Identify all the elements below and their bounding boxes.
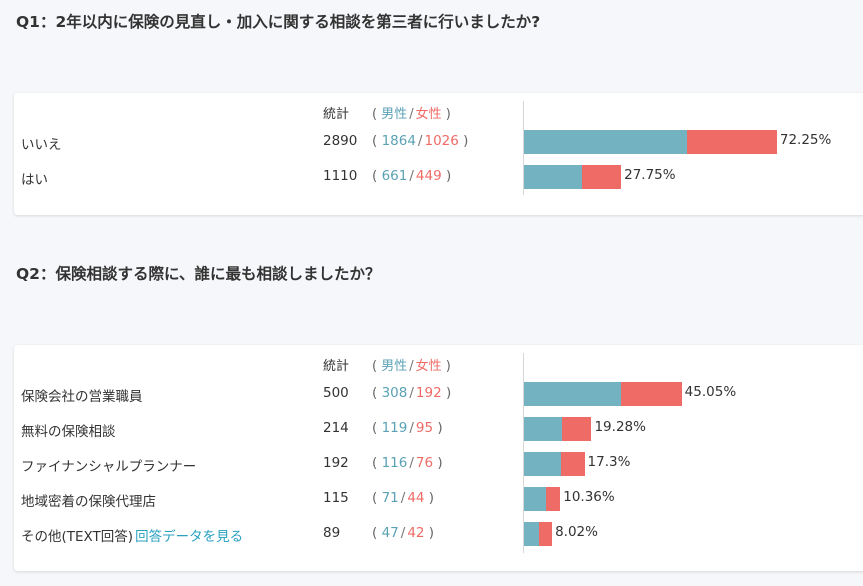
answer-text: はい	[21, 172, 48, 188]
female-bar-segment	[560, 452, 585, 476]
answer-label: はい	[21, 168, 48, 188]
percentage-bar	[524, 522, 553, 546]
answer-text: 無料の保険相談	[21, 424, 116, 440]
gender-breakdown: ( 119/95 )	[372, 420, 443, 436]
male-count: 1864	[381, 133, 416, 149]
percentage-label: 17.3%	[587, 454, 631, 470]
male-bar-segment	[524, 522, 539, 546]
male-count: 47	[381, 525, 399, 541]
percentage-label: 19.28%	[594, 419, 646, 435]
table-header: 統計 ( 男性 / 女性 )	[14, 100, 863, 124]
male-count: 71	[381, 490, 399, 506]
male-bar-segment	[524, 382, 622, 406]
female-bar-segment	[621, 382, 682, 406]
female-header: 女性	[415, 107, 442, 122]
total-count: 2890	[323, 133, 358, 149]
total-count: 500	[323, 385, 349, 401]
total-count: 115	[323, 490, 349, 506]
view-response-data-link[interactable]: 回答データを見る	[135, 529, 244, 545]
female-count: 42	[407, 525, 425, 541]
female-bar-segment	[687, 130, 777, 154]
male-header: 男性	[381, 359, 408, 374]
female-count: 76	[415, 455, 434, 471]
male-bar-segment	[524, 487, 547, 511]
female-bar-segment	[546, 487, 561, 511]
percentage-label: 10.36%	[563, 489, 615, 505]
gender-breakdown: ( 1864/1026 )	[372, 133, 469, 149]
answer-label: いいえ	[21, 133, 62, 153]
bar-divider	[523, 353, 524, 553]
gender-header: ( 男性 / 女性 )	[372, 359, 451, 374]
female-bar-segment	[581, 165, 622, 189]
answer-text: いいえ	[21, 137, 62, 153]
male-header: 男性	[381, 107, 408, 122]
gender-breakdown: ( 71/44 )	[372, 490, 435, 506]
percentage-label: 27.75%	[624, 167, 676, 183]
gender-breakdown: ( 308/192 )	[372, 385, 452, 401]
percentage-bar	[524, 382, 682, 406]
female-header: 女性	[415, 359, 442, 374]
male-bar-segment	[524, 130, 688, 154]
table-header: 統計 ( 男性 / 女性 )	[14, 352, 863, 376]
table-row: 無料の保険相談 214 ( 119/95 ) 19.28%	[14, 417, 863, 441]
percentage-label: 8.02%	[555, 524, 598, 540]
total-count: 192	[323, 455, 349, 471]
answer-label: ファイナンシャルプランナー	[21, 455, 196, 475]
question-1-title: Q1：2年以内に保険の見直し・加入に関する相談を第三者に行いましたか?	[16, 13, 541, 31]
total-count: 1110	[323, 168, 358, 184]
female-count: 95	[415, 420, 434, 436]
table-row: ファイナンシャルプランナー 192 ( 116/76 ) 17.3%	[14, 452, 863, 476]
count-header: 統計	[323, 107, 350, 122]
answer-label: 地域密着の保険代理店	[21, 490, 156, 510]
table-row: 地域密着の保険代理店 115 ( 71/44 ) 10.36%	[14, 487, 863, 511]
table-row: はい 1110 ( 661/449 ) 27.75%	[14, 165, 863, 189]
total-count: 89	[323, 525, 341, 541]
male-bar-segment	[524, 417, 562, 441]
female-count: 192	[415, 385, 442, 401]
percentage-bar	[524, 165, 622, 189]
percentage-bar	[524, 130, 777, 154]
answer-text: その他(TEXT回答)	[21, 529, 134, 545]
percentage-bar	[524, 417, 592, 441]
table-row: 保険会社の営業職員 500 ( 308/192 ) 45.05%	[14, 382, 863, 406]
answer-text: ファイナンシャルプランナー	[21, 459, 197, 475]
count-header: 統計	[323, 359, 350, 374]
male-count: 308	[381, 385, 408, 401]
answer-label: 無料の保険相談	[21, 420, 116, 440]
female-count: 1026	[424, 133, 459, 149]
question-1-card: 統計 ( 男性 / 女性 ) いいえ 2890 ( 1864/1026 ) 72.25% は…	[14, 93, 863, 215]
gender-header: ( 男性 / 女性 )	[372, 107, 451, 122]
answer-text: 保険会社の営業職員	[21, 389, 143, 405]
percentage-bar	[524, 452, 585, 476]
bar-divider	[523, 101, 524, 195]
percentage-bar	[524, 487, 561, 511]
female-count: 449	[415, 168, 442, 184]
female-count: 44	[407, 490, 425, 506]
gender-breakdown: ( 116/76 )	[372, 455, 443, 471]
answer-label: 保険会社の営業職員	[21, 385, 143, 405]
answer-text: 地域密着の保険代理店	[21, 494, 156, 510]
male-bar-segment	[524, 452, 561, 476]
male-count: 661	[381, 168, 408, 184]
percentage-label: 45.05%	[684, 384, 737, 400]
question-2-title: Q2：保険相談する際に、誰に最も相談しましたか？	[16, 265, 381, 283]
male-bar-segment	[524, 165, 582, 189]
table-row: いいえ 2890 ( 1864/1026 ) 72.25%	[14, 130, 863, 154]
gender-breakdown: ( 47/42 )	[372, 525, 435, 541]
male-count: 116	[381, 455, 408, 471]
table-row: その他(TEXT回答) 回答データを見る 89 ( 47/42 ) 8.02%	[14, 522, 863, 546]
answer-label: その他(TEXT回答) 回答データを見る	[21, 525, 243, 545]
male-count: 119	[381, 420, 408, 436]
percentage-label: 72.25%	[779, 132, 832, 148]
female-bar-segment	[538, 522, 553, 546]
question-2-card: 統計 ( 男性 / 女性 ) 保険会社の営業職員 500 ( 308/192 ) 45.0…	[14, 345, 863, 571]
female-bar-segment	[561, 417, 592, 441]
total-count: 214	[323, 420, 349, 436]
gender-breakdown: ( 661/449 )	[372, 168, 452, 184]
